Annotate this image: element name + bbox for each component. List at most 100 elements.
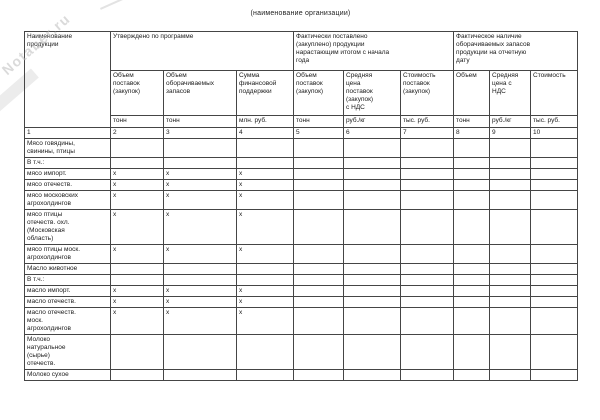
- table-row: мясо отечеств. x x x: [24, 179, 579, 191]
- empty-value-cell: [489, 138, 532, 158]
- empty-value-cell: [530, 157, 579, 169]
- empty-value-cell: [489, 157, 532, 169]
- mark-cell: [163, 157, 237, 169]
- empty-value-cell: [400, 209, 455, 245]
- mark-cell: x: [110, 307, 164, 335]
- table-row: масло импорт. x x x: [24, 285, 579, 297]
- mark-cell: [110, 263, 164, 275]
- empty-value-cell: [489, 307, 532, 335]
- empty-value-cell: [453, 179, 491, 191]
- empty-value-cell: [293, 209, 345, 245]
- mark-cell: [110, 274, 164, 286]
- empty-value-cell: [343, 168, 402, 180]
- numbering-row: 1 2 3 4 5 6 7 8 9 10: [24, 127, 579, 139]
- empty-value-cell: [343, 307, 402, 335]
- unit-cell: млн. руб.: [235, 115, 295, 128]
- mark-cell: x: [163, 296, 237, 308]
- mark-cell: [235, 274, 295, 286]
- empty-value-cell: [489, 369, 532, 381]
- empty-value-cell: [343, 157, 402, 169]
- unit-cell: тонн: [163, 115, 237, 128]
- subheader-cell: Стоимость поставок (закупок): [400, 70, 455, 116]
- mark-cell: x: [235, 190, 295, 210]
- table-body: Мясо говядины, свинины, птицы В т.ч.: мясо…: [24, 138, 579, 381]
- unit-cell: руб./кг: [489, 115, 532, 128]
- subheader-cell: Объем: [453, 70, 491, 116]
- empty-value-cell: [453, 285, 491, 297]
- empty-value-cell: [530, 334, 579, 370]
- mark-cell: x: [110, 285, 164, 297]
- empty-value-cell: [343, 179, 402, 191]
- group-header-row: Наименование продукции Утверждено по про…: [24, 31, 579, 128]
- mark-cell: x: [110, 296, 164, 308]
- empty-value-cell: [489, 285, 532, 297]
- product-name-cell: масло отечеств.: [24, 296, 111, 308]
- empty-value-cell: [530, 244, 579, 264]
- mark-cell: [235, 157, 295, 169]
- empty-value-cell: [400, 334, 455, 370]
- mark-cell: [235, 334, 295, 370]
- mark-cell: [110, 369, 164, 381]
- empty-value-cell: [530, 209, 579, 245]
- product-name-cell: Молоко натуральное (сырье) отечеств.: [24, 334, 111, 370]
- table-row: мясо птицы моск. агрохолдингов x x x: [24, 244, 579, 264]
- empty-value-cell: [400, 369, 455, 381]
- empty-value-cell: [489, 179, 532, 191]
- table-row: масло отечеств. моск. агрохолдингов x x x: [24, 307, 579, 335]
- mark-cell: x: [163, 244, 237, 264]
- empty-value-cell: [343, 296, 402, 308]
- empty-value-cell: [489, 263, 532, 275]
- column-number-cell: 10: [530, 127, 579, 139]
- mark-cell: x: [110, 244, 164, 264]
- product-name-cell: масло отечеств. моск. агрохолдингов: [24, 307, 111, 335]
- empty-value-cell: [530, 296, 579, 308]
- empty-value-cell: [489, 209, 532, 245]
- empty-value-cell: [453, 307, 491, 335]
- empty-value-cell: [343, 334, 402, 370]
- unit-cell: тыс. руб.: [400, 115, 455, 128]
- empty-value-cell: [453, 244, 491, 264]
- empty-value-cell: [453, 157, 491, 169]
- empty-value-cell: [293, 190, 345, 210]
- table-row: В т.ч.:: [24, 157, 579, 169]
- empty-value-cell: [343, 190, 402, 210]
- subheader-row: Объем поставок (закупок) Объем оборачива…: [25, 70, 579, 116]
- mark-cell: [110, 157, 164, 169]
- group-header-stock: Фактическое наличие оборачиваемых запасо…: [453, 31, 579, 71]
- table-row: В т.ч.:: [24, 274, 579, 286]
- subheader-cell: Объем поставок (закупок): [110, 70, 164, 116]
- subheader-cell: Сумма финансовой поддержки: [235, 70, 295, 116]
- mark-cell: x: [110, 168, 164, 180]
- empty-value-cell: [400, 157, 455, 169]
- empty-value-cell: [530, 307, 579, 335]
- empty-value-cell: [293, 179, 345, 191]
- empty-value-cell: [530, 369, 579, 381]
- empty-value-cell: [453, 334, 491, 370]
- empty-value-cell: [293, 285, 345, 297]
- empty-value-cell: [453, 369, 491, 381]
- mark-cell: [110, 334, 164, 370]
- empty-value-cell: [489, 274, 532, 286]
- mark-cell: [163, 274, 237, 286]
- empty-value-cell: [400, 263, 455, 275]
- page-title: (наименование организации): [250, 10, 351, 17]
- empty-value-cell: [453, 263, 491, 275]
- empty-value-cell: [343, 274, 402, 286]
- empty-value-cell: [293, 274, 345, 286]
- empty-value-cell: [489, 334, 532, 370]
- table-row: мясо импорт. x x x: [24, 168, 579, 180]
- table-row: Мясо говядины, свинины, птицы: [24, 138, 579, 158]
- column-number-cell: 8: [453, 127, 491, 139]
- mark-cell: x: [163, 307, 237, 335]
- empty-value-cell: [489, 296, 532, 308]
- empty-value-cell: [400, 285, 455, 297]
- empty-value-cell: [453, 190, 491, 210]
- mark-cell: x: [163, 179, 237, 191]
- product-name-cell: В т.ч.:: [24, 274, 111, 286]
- product-name-cell: мясо импорт.: [24, 168, 111, 180]
- table-row: масло отечеств. x x x: [24, 296, 579, 308]
- empty-value-cell: [400, 296, 455, 308]
- unit-cell: тыс. руб.: [530, 115, 579, 128]
- unit-cell: тонн: [453, 115, 491, 128]
